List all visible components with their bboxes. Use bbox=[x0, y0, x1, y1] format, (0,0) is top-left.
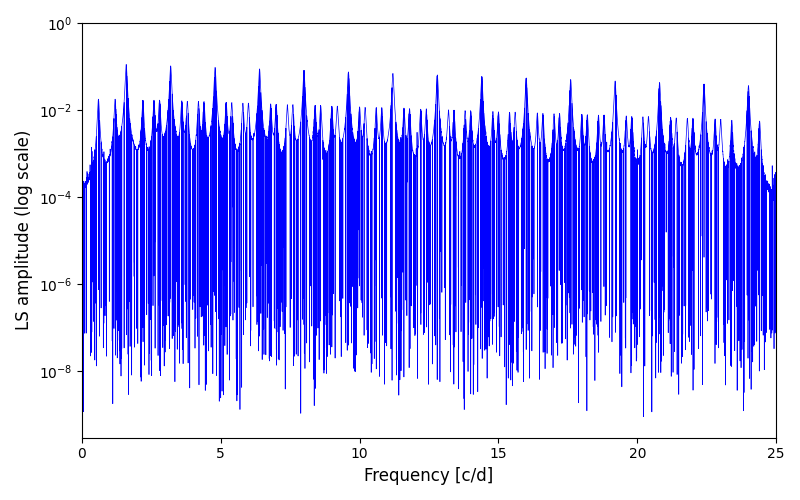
X-axis label: Frequency [c/d]: Frequency [c/d] bbox=[364, 467, 494, 485]
Y-axis label: LS amplitude (log scale): LS amplitude (log scale) bbox=[15, 130, 33, 330]
